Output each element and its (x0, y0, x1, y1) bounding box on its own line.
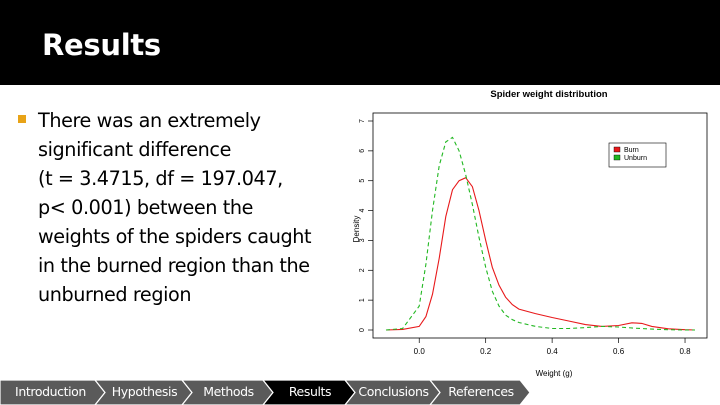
nav-item-conclusions[interactable]: Conclusions (344, 380, 441, 405)
bullet-line: in the burned region than the (38, 254, 310, 277)
title-bar: Results (0, 0, 720, 85)
x-tick-label: 0.6 (613, 347, 625, 356)
nav-item-results[interactable]: Results (262, 380, 356, 405)
x-axis-label: Weight (g) (536, 369, 573, 378)
density-chart: Spider weight distribution 0.0 0.2 0.4 0.6 0… (352, 89, 708, 378)
nav-item-label: Hypothesis (112, 384, 177, 399)
bullet-line: There was an extremely (38, 109, 261, 132)
axes: 0.0 0.2 0.4 0.6 0.8 0 1 2 3 4 5 6 7 (359, 119, 691, 356)
section-navigation: Introduction Hypothesis Methods Results Conc… (0, 380, 720, 405)
series-line-burn (385, 177, 696, 331)
x-tick-label: 0.2 (480, 347, 492, 356)
nav-item-introduction[interactable]: Introduction (0, 380, 106, 405)
chart-title: Spider weight distribution (490, 89, 607, 100)
legend-swatch (613, 146, 621, 153)
y-tick-label: 5 (359, 179, 366, 183)
nav-item-label: Results (289, 384, 331, 399)
nav-item-methods[interactable]: Methods (181, 380, 274, 405)
legend-label: Unburn (624, 155, 647, 162)
nav-item-label: Introduction (15, 384, 86, 399)
legend-swatch (613, 154, 621, 161)
bullet-line: p< 0.001) between the (38, 196, 254, 219)
series-layer (385, 136, 696, 331)
y-tick-label: 0 (359, 328, 366, 332)
y-tick-label: 6 (359, 149, 366, 153)
nav-strip: Introduction Hypothesis Methods Results Conc… (0, 380, 531, 405)
bullet-line: significant difference (38, 138, 231, 161)
nav-item-label: Conclusions (358, 384, 428, 399)
bullet-text: There was an extremely significant diffe… (38, 106, 348, 309)
series-line-unburn (385, 136, 695, 331)
legend-label: Burn (624, 147, 639, 154)
slide-title: Results (42, 28, 161, 62)
x-tick-label: 0.4 (547, 347, 559, 356)
nav-item-hypothesis[interactable]: Hypothesis (94, 380, 193, 405)
y-tick-label: 2 (359, 268, 366, 272)
x-tick-label: 0.0 (414, 347, 426, 356)
bullet-marker-icon (18, 115, 26, 123)
bullet-line: unburned region (38, 283, 192, 306)
x-tick-label: 0.8 (679, 347, 691, 356)
y-tick-label: 1 (359, 298, 366, 302)
bullet-line: weights of the spiders caught (38, 225, 312, 248)
nav-item-references[interactable]: References (429, 380, 531, 405)
y-axis-label: Density (352, 216, 361, 243)
y-tick-label: 4 (359, 209, 366, 213)
bullet-line: (t = 3.4715, df = 197.047, (38, 167, 283, 190)
y-tick-label: 7 (359, 119, 366, 123)
y-tick-label: 3 (359, 238, 366, 242)
plot-frame (372, 112, 708, 339)
nav-item-label: References (448, 384, 513, 399)
nav-item-label: Methods (203, 384, 254, 399)
